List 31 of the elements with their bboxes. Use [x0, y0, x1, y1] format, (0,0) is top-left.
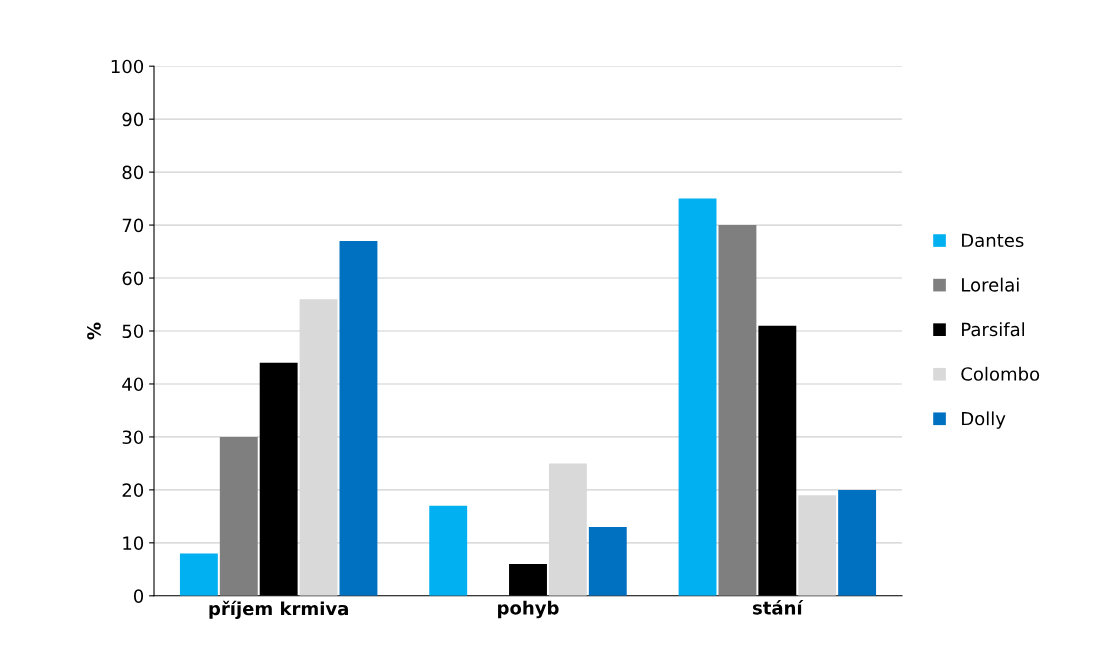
- bar: [718, 225, 757, 596]
- y-tick-label: 80: [122, 165, 144, 180]
- bar: [758, 325, 797, 596]
- bar: [179, 553, 218, 596]
- x-tick-label: příjem krmiva: [209, 600, 348, 619]
- legend-label: Parsifal: [962, 322, 1025, 337]
- y-axis-title: %: [87, 322, 101, 340]
- legend-label: Dantes: [962, 233, 1024, 248]
- y-tick-label: 20: [122, 483, 144, 497]
- y-tick-label: 50: [122, 324, 144, 339]
- bar: [509, 564, 547, 596]
- legend-label: Dolly: [962, 411, 1006, 429]
- x-tick-label: stání: [752, 599, 804, 615]
- y-tick-label: 30: [122, 430, 144, 445]
- bar: [588, 526, 627, 596]
- bar: [339, 240, 378, 596]
- bar: [678, 198, 717, 596]
- y-tick-label: 90: [122, 112, 144, 127]
- y-tick-label: 0: [133, 589, 144, 603]
- y-tick-label: 10: [123, 536, 144, 550]
- y-tick-label: 70: [122, 218, 144, 233]
- bar: [838, 489, 877, 596]
- y-tick-label: 60: [122, 271, 144, 286]
- bar: [259, 362, 298, 596]
- bar: [429, 505, 468, 596]
- bar: [219, 436, 258, 596]
- y-tick-label: 100: [111, 59, 144, 74]
- x-tick-label: pohyb: [498, 600, 559, 619]
- legend-label: Lorelai: [962, 277, 1019, 292]
- y-tick-label: 40: [122, 377, 144, 392]
- legend-label: Colombo: [961, 366, 1040, 381]
